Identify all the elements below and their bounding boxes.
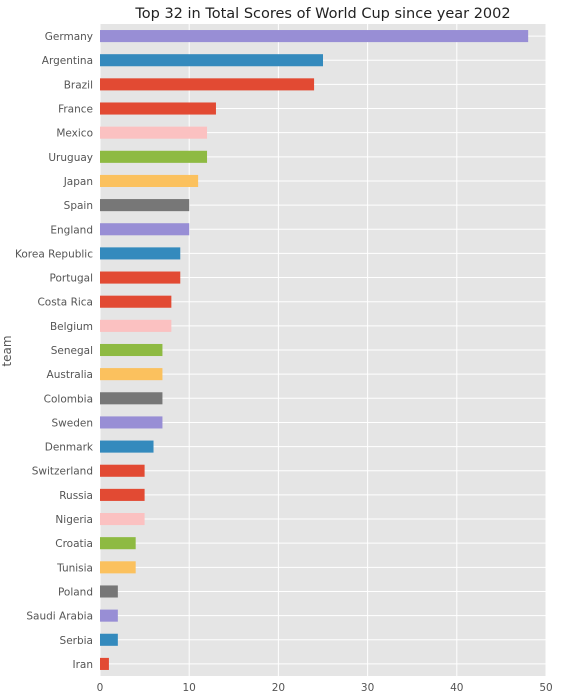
bar-croatia (100, 537, 136, 550)
y-tick-label: Switzerland (32, 466, 93, 478)
y-tick-label: Senegal (51, 345, 93, 357)
bar-russia (100, 488, 145, 501)
x-tick-label: 40 (450, 682, 463, 694)
bar-france (100, 102, 216, 115)
bar-mexico (100, 126, 208, 139)
bar-poland (100, 585, 118, 598)
y-tick-label: Korea Republic (15, 248, 93, 260)
y-tick-label: Belgium (50, 321, 93, 333)
bar-tunisia (100, 561, 136, 574)
x-tick-labels: 0 10 20 30 40 50 (97, 682, 553, 694)
y-tick-label: Saudi Arabia (26, 611, 93, 623)
x-tick-label: 0 (97, 682, 104, 694)
bar-costa-rica (100, 295, 172, 308)
bar-korea-republic (100, 247, 181, 260)
x-tick-label: 10 (183, 682, 196, 694)
bar-argentina (100, 54, 323, 67)
bar-australia (100, 368, 163, 381)
y-tick-label: Croatia (55, 538, 93, 550)
bar-switzerland (100, 464, 145, 477)
y-tick-label: Tunisia (56, 562, 93, 574)
bar-iran (100, 657, 109, 670)
chart-title: Top 32 in Total Scores of World Cup sinc… (134, 6, 510, 22)
bar-denmark (100, 440, 154, 453)
y-tick-label: Sweden (52, 417, 94, 429)
x-tick-label: 20 (272, 682, 285, 694)
bar-belgium (100, 319, 172, 332)
bar-sweden (100, 416, 163, 429)
y-tick-label: Costa Rica (37, 297, 93, 309)
bar-colombia (100, 392, 163, 405)
y-tick-label: Argentina (42, 55, 93, 67)
bar-nigeria (100, 513, 145, 526)
y-tick-label: Portugal (50, 273, 94, 285)
bar-germany (100, 30, 529, 43)
y-tick-label: Iran (72, 659, 93, 671)
bar-senegal (100, 343, 163, 357)
y-tick-label: Spain (64, 200, 93, 212)
bar-japan (100, 174, 199, 187)
y-tick-label: Mexico (56, 128, 93, 140)
y-tick-label: Poland (58, 586, 93, 598)
bar-england (100, 223, 190, 236)
y-tick-label: Germany (45, 31, 93, 43)
y-tick-label: Japan (63, 176, 93, 188)
bar-brazil (100, 78, 315, 91)
y-tick-label: Australia (47, 369, 93, 381)
y-tick-label: Serbia (60, 635, 93, 647)
x-tick-label: 50 (539, 682, 552, 694)
bars (100, 30, 529, 670)
y-tick-label: Colombia (44, 393, 93, 405)
y-axis-label: team (0, 335, 14, 366)
y-tick-label: Uruguay (48, 152, 93, 164)
bar-uruguay (100, 150, 208, 163)
bar-portugal (100, 271, 181, 284)
bar-spain (100, 199, 190, 212)
y-tick-label: Denmark (45, 442, 94, 454)
y-tick-label: Brazil (64, 79, 93, 91)
bar-serbia (100, 633, 118, 646)
y-tick-label: Nigeria (55, 514, 93, 526)
y-tick-labels: Germany Argentina Brazil France Mexico Urugua… (15, 31, 94, 671)
y-tick-label: England (50, 224, 93, 236)
y-tick-label: Russia (59, 490, 93, 502)
x-tick-label: 30 (361, 682, 374, 694)
bar-saudi-arabia (100, 609, 118, 622)
y-tick-label: France (58, 104, 93, 116)
